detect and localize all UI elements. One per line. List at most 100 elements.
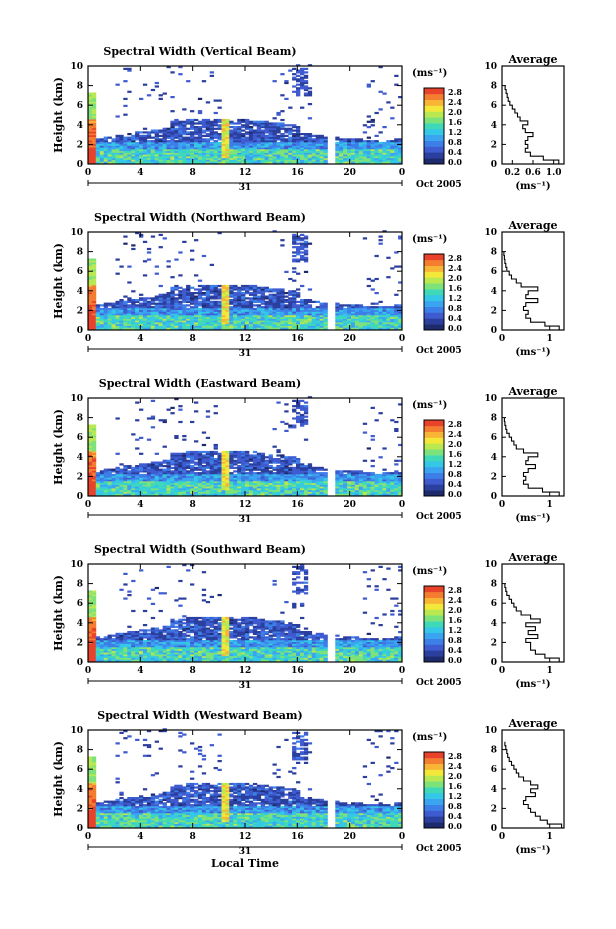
heatmap-cell bbox=[233, 129, 238, 132]
heatmap-cell bbox=[103, 150, 108, 153]
heatmap-cell bbox=[315, 150, 320, 153]
heatmap-cell bbox=[115, 468, 120, 471]
heatmap-cell bbox=[178, 251, 183, 254]
heatmap-cell bbox=[213, 120, 218, 123]
heatmap-cell bbox=[303, 309, 309, 312]
heatmap-cell bbox=[315, 141, 320, 145]
heatmap-cell bbox=[158, 154, 163, 157]
heatmap-cell bbox=[386, 488, 391, 491]
heatmap-cell bbox=[158, 470, 163, 473]
heatmap-cell bbox=[197, 482, 203, 485]
heatmap-cell bbox=[217, 484, 222, 487]
heatmap-cell bbox=[343, 138, 348, 141]
heatmap-cell bbox=[225, 461, 230, 464]
heatmap-cell bbox=[213, 293, 218, 296]
heatmap-cell bbox=[197, 322, 203, 325]
heatmap-cell bbox=[398, 311, 403, 314]
heatmap-cell bbox=[225, 470, 230, 473]
heatmap-cell bbox=[268, 122, 273, 125]
heatmap-cell bbox=[178, 309, 183, 312]
heatmap-cell bbox=[209, 292, 214, 295]
heatmap-cell bbox=[127, 491, 132, 494]
heatmap-cell bbox=[142, 145, 148, 148]
heatmap-cell bbox=[268, 127, 273, 130]
heatmap-cell bbox=[335, 145, 340, 148]
heatmap-cell bbox=[174, 316, 179, 319]
heatmap-cell bbox=[217, 314, 222, 318]
heatmap-cell bbox=[252, 489, 258, 492]
heatmap-cell bbox=[146, 488, 152, 491]
heatmap-cell bbox=[127, 314, 132, 318]
heatmap-cell bbox=[272, 293, 277, 296]
heatmap-cell bbox=[319, 156, 324, 159]
heatmap-cell bbox=[323, 479, 328, 482]
heatmap-cell bbox=[162, 493, 167, 496]
heatmap-cell bbox=[162, 92, 167, 95]
heatmap-cell bbox=[186, 161, 191, 164]
heatmap-cell bbox=[300, 484, 305, 487]
heatmap-cell bbox=[205, 309, 211, 312]
heatmap-cell bbox=[280, 473, 285, 477]
heatmap-cell bbox=[256, 131, 262, 134]
heatmap-cell bbox=[209, 156, 214, 159]
heatmap-cell bbox=[190, 482, 195, 485]
heatmap-cell bbox=[225, 157, 230, 160]
heatmap-cell bbox=[154, 325, 159, 328]
heatmap-cell bbox=[123, 104, 128, 107]
heatmap-cell bbox=[303, 253, 309, 256]
heatmap-cell bbox=[296, 325, 301, 328]
heatmap-cell bbox=[292, 304, 297, 307]
heatmap-cell bbox=[221, 316, 226, 319]
heatmap-cell bbox=[95, 322, 101, 325]
heatmap-cell bbox=[378, 300, 383, 303]
heatmap-cell bbox=[111, 156, 116, 159]
heatmap-cell bbox=[91, 299, 97, 302]
heatmap-cell bbox=[284, 488, 289, 491]
heatmap-cell bbox=[358, 484, 364, 487]
heatmap-cell bbox=[307, 141, 313, 145]
heatmap-cell bbox=[91, 450, 97, 454]
heatmap-cell bbox=[300, 233, 305, 236]
heatmap-cell bbox=[296, 459, 301, 462]
heatmap-cell bbox=[213, 325, 218, 328]
heatmap-cell bbox=[139, 488, 144, 491]
heatmap-cell bbox=[233, 152, 238, 155]
heatmap-cell bbox=[99, 156, 105, 159]
heatmap-cell bbox=[241, 295, 246, 298]
heatmap-cell bbox=[303, 141, 309, 145]
heatmap-cell bbox=[233, 325, 238, 328]
heatmap-cell bbox=[174, 306, 179, 309]
heatmap-cell bbox=[303, 80, 309, 83]
heatmap-cell bbox=[229, 473, 234, 477]
heatmap-cell bbox=[335, 154, 340, 157]
average-title: Average bbox=[507, 219, 557, 232]
heatmap-cell bbox=[217, 468, 222, 471]
heatmap-cell bbox=[394, 482, 399, 485]
heatmap-cell bbox=[162, 237, 167, 240]
heatmap-cell bbox=[386, 327, 391, 330]
colorbar-swatch bbox=[424, 306, 444, 313]
heatmap-cell bbox=[225, 480, 230, 484]
heatmap-cell bbox=[374, 145, 379, 148]
heatmap-cell bbox=[135, 299, 140, 302]
heatmap-cell bbox=[252, 313, 258, 316]
heatmap-cell bbox=[237, 152, 242, 155]
heatmap-cell bbox=[170, 493, 175, 496]
heatmap-cell bbox=[213, 493, 218, 496]
heatmap-cell bbox=[386, 150, 391, 153]
heatmap-cell bbox=[378, 412, 383, 415]
heatmap-cell bbox=[88, 325, 93, 328]
heatmap-cell bbox=[343, 318, 348, 321]
heatmap-cell bbox=[394, 307, 399, 311]
heatmap-cell bbox=[197, 477, 203, 480]
heatmap-cell bbox=[95, 143, 101, 146]
heatmap-cell bbox=[288, 477, 293, 480]
heatmap-cell bbox=[205, 134, 211, 137]
x-tick-label: 20 bbox=[343, 168, 356, 178]
heatmap-cell bbox=[139, 489, 144, 492]
heatmap-cell bbox=[229, 140, 234, 143]
heatmap-cell bbox=[205, 138, 211, 141]
heatmap-cell bbox=[103, 147, 108, 150]
heatmap-cell bbox=[88, 288, 93, 291]
heatmap-cell bbox=[205, 120, 211, 123]
